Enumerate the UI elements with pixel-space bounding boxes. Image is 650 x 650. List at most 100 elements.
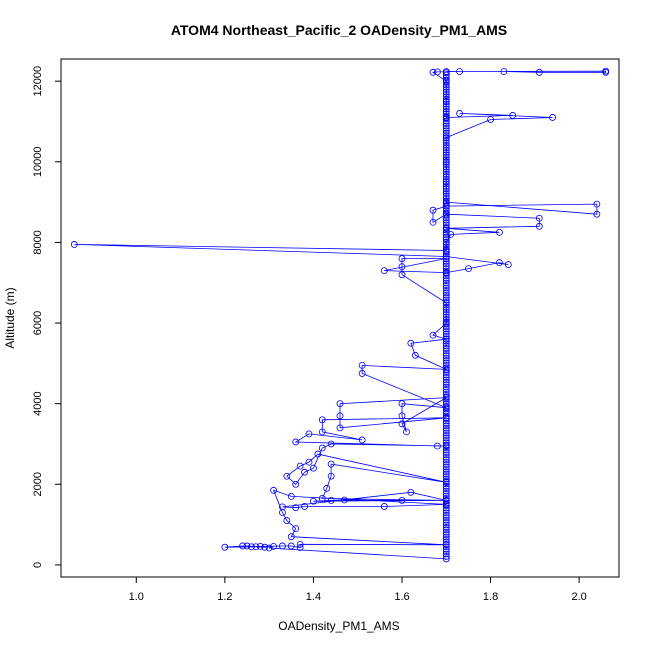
data-point bbox=[442, 330, 450, 338]
data-point bbox=[442, 509, 450, 517]
data-point bbox=[465, 265, 472, 273]
data-point bbox=[442, 482, 450, 490]
series-line bbox=[74, 70, 607, 560]
data-point bbox=[442, 77, 450, 85]
data-point bbox=[442, 141, 450, 149]
data-point bbox=[442, 214, 450, 222]
data-point bbox=[442, 369, 450, 377]
y-axis: 0 2000 4000 6000 8000 10000 12000 bbox=[32, 66, 62, 568]
data-point bbox=[442, 198, 450, 206]
data-point bbox=[442, 458, 450, 466]
data-point bbox=[442, 414, 450, 422]
data-point bbox=[318, 416, 326, 424]
data-point bbox=[442, 173, 450, 181]
data-point bbox=[442, 485, 450, 493]
x-tick-label: 1.8 bbox=[483, 591, 498, 603]
data-point bbox=[442, 404, 450, 412]
data-point bbox=[442, 122, 450, 130]
data-point bbox=[70, 241, 78, 248]
data-point bbox=[327, 440, 335, 448]
data-layer bbox=[70, 67, 610, 563]
data-point bbox=[442, 548, 450, 556]
data-point bbox=[292, 438, 300, 446]
data-point bbox=[442, 475, 450, 483]
data-point bbox=[442, 365, 450, 373]
data-point bbox=[442, 376, 450, 384]
data-point bbox=[442, 262, 450, 270]
data-point bbox=[442, 269, 450, 277]
data-point bbox=[442, 332, 450, 340]
data-point bbox=[593, 210, 601, 218]
data-point bbox=[442, 323, 450, 331]
data-point bbox=[535, 214, 543, 222]
data-point bbox=[442, 224, 450, 232]
data-point bbox=[442, 291, 450, 299]
data-point bbox=[442, 497, 450, 504]
data-point bbox=[442, 127, 450, 135]
data-point bbox=[442, 301, 450, 309]
data-point bbox=[411, 351, 419, 359]
data-point bbox=[442, 170, 450, 178]
data-point bbox=[442, 444, 450, 452]
data-point bbox=[403, 428, 410, 436]
data-point bbox=[442, 306, 450, 314]
data-point bbox=[442, 226, 450, 234]
data-point bbox=[442, 316, 450, 323]
y-tick-label: 6000 bbox=[32, 311, 44, 335]
data-point bbox=[509, 112, 517, 119]
data-point bbox=[336, 400, 344, 408]
data-point bbox=[442, 267, 450, 275]
data-point bbox=[442, 412, 450, 420]
data-point bbox=[442, 146, 450, 154]
data-point bbox=[407, 339, 415, 347]
data-point bbox=[296, 540, 304, 548]
data-point bbox=[442, 166, 450, 173]
data-point bbox=[549, 114, 556, 121]
data-point bbox=[456, 68, 463, 75]
data-point bbox=[500, 68, 508, 75]
data-point bbox=[447, 230, 455, 238]
data-point bbox=[442, 243, 450, 251]
data-point bbox=[442, 394, 450, 402]
data-point bbox=[327, 460, 335, 468]
data-point bbox=[429, 331, 437, 339]
data-point bbox=[535, 222, 543, 230]
data-point bbox=[442, 374, 450, 381]
data-point bbox=[380, 267, 388, 275]
data-point bbox=[398, 263, 406, 271]
data-point bbox=[442, 528, 450, 536]
data-point bbox=[442, 202, 450, 210]
data-point bbox=[442, 299, 450, 307]
y-tick-label: 12000 bbox=[32, 66, 44, 97]
data-point bbox=[270, 486, 277, 494]
data-point bbox=[305, 430, 313, 438]
data-point bbox=[442, 492, 450, 500]
data-point bbox=[442, 144, 450, 152]
data-point bbox=[442, 257, 450, 265]
data-point bbox=[442, 308, 450, 316]
data-point bbox=[442, 132, 450, 139]
data-point bbox=[270, 542, 277, 550]
data-point bbox=[256, 542, 264, 550]
data-point bbox=[442, 100, 450, 108]
data-point bbox=[358, 370, 366, 377]
y-tick-label: 4000 bbox=[32, 391, 44, 415]
data-point bbox=[442, 543, 450, 551]
data-point bbox=[442, 345, 450, 352]
data-point bbox=[398, 497, 406, 504]
data-point bbox=[442, 427, 450, 435]
data-point bbox=[442, 187, 450, 195]
data-point bbox=[442, 265, 450, 273]
data-point bbox=[442, 311, 450, 318]
data-point bbox=[442, 207, 450, 214]
data-point bbox=[442, 424, 450, 432]
data-point bbox=[442, 168, 450, 176]
x-tick-label: 1.0 bbox=[129, 591, 144, 603]
data-point bbox=[442, 490, 450, 497]
y-tick-label: 0 bbox=[32, 562, 44, 568]
data-point bbox=[243, 542, 251, 550]
data-point bbox=[265, 544, 273, 552]
data-point bbox=[442, 342, 450, 350]
data-point bbox=[442, 516, 450, 524]
data-point bbox=[593, 200, 601, 208]
